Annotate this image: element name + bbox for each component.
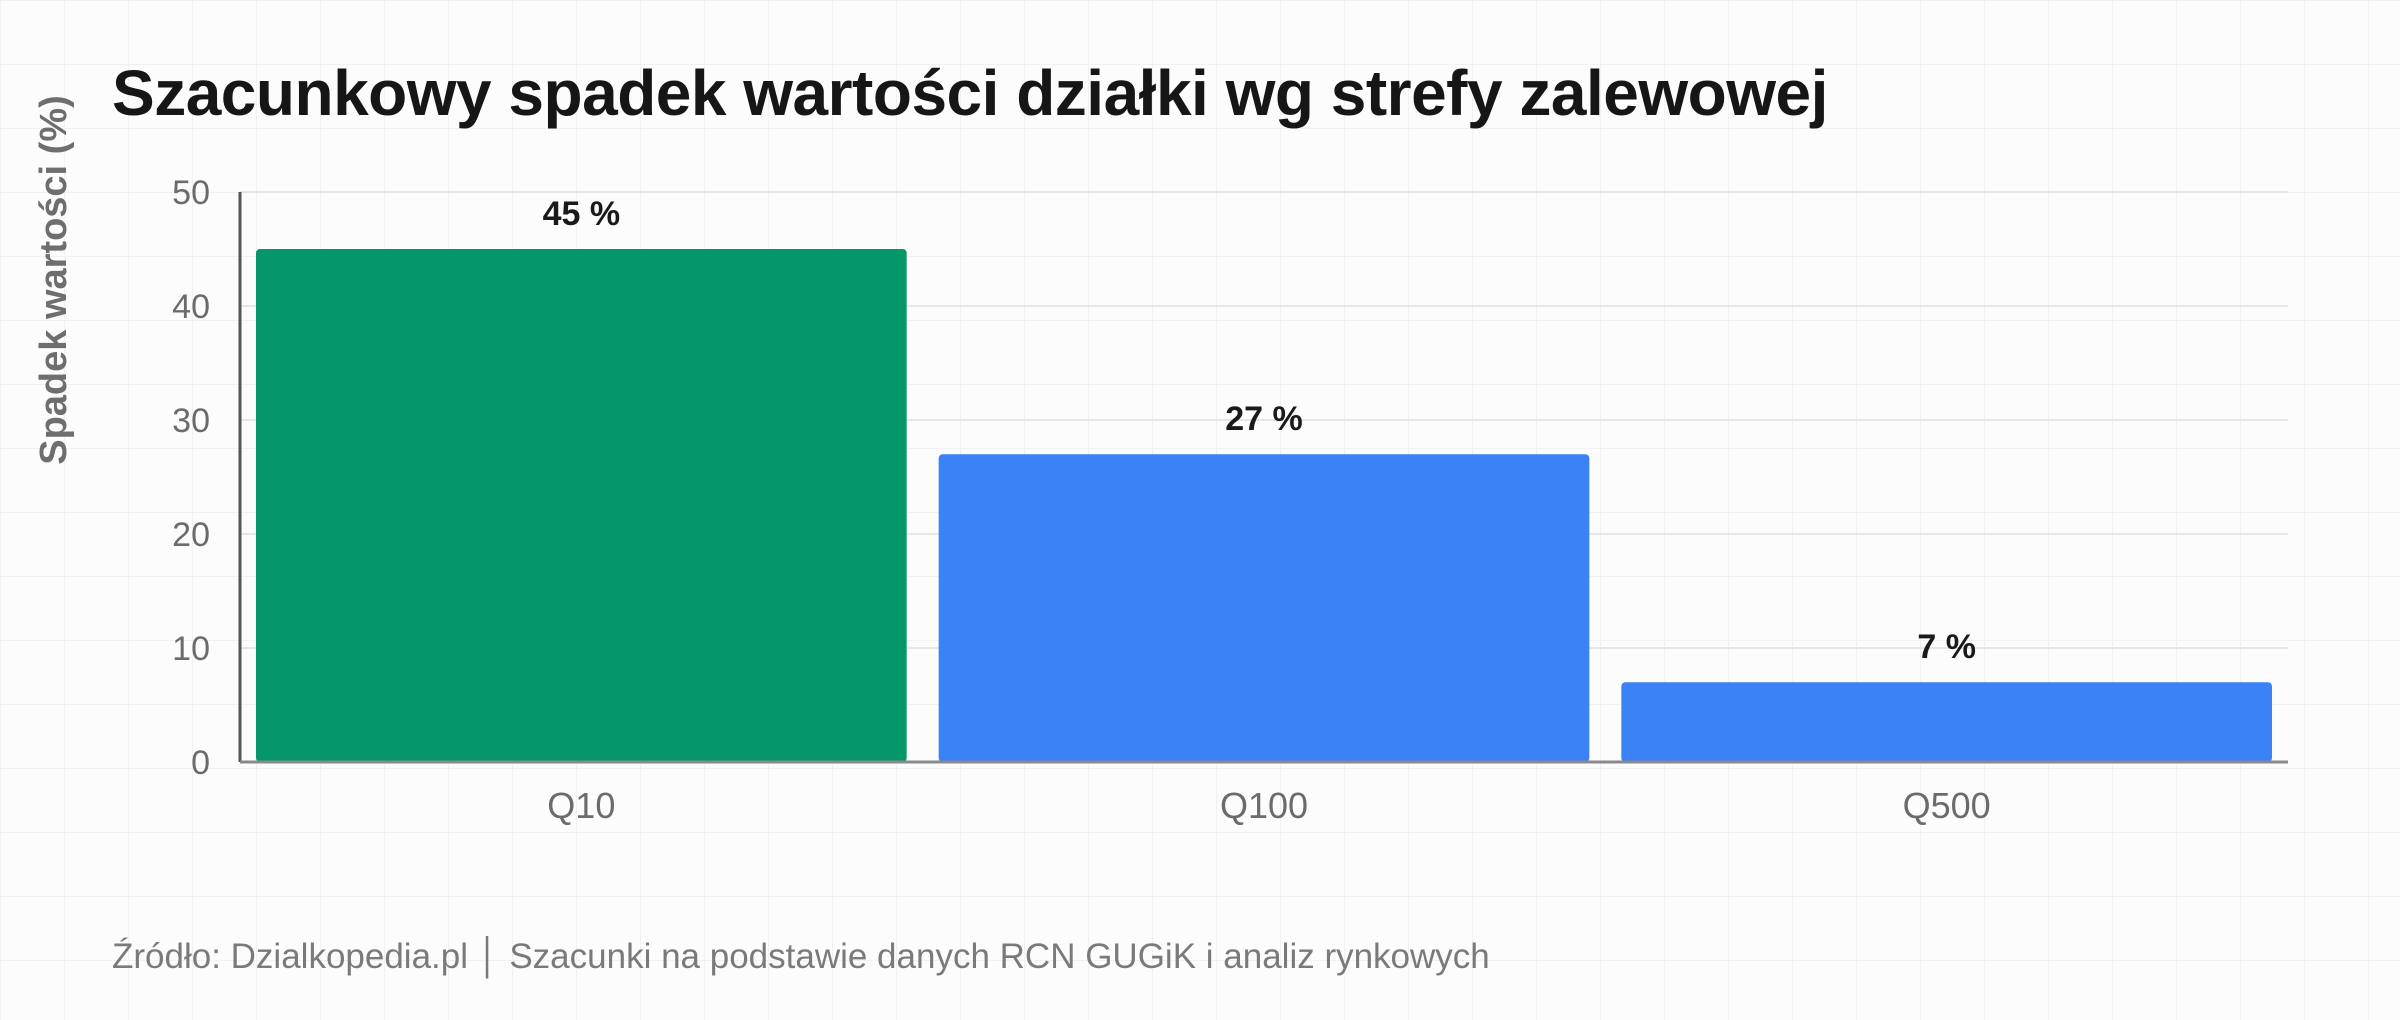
- axes: [238, 192, 2288, 764]
- data-label: 27 %: [1225, 400, 1303, 438]
- chart-title: Szacunkowy spadek wartości działki wg st…: [112, 57, 1828, 129]
- y-tick-label: 40: [172, 288, 210, 326]
- bars: [256, 249, 2272, 762]
- y-tick-label: 50: [172, 174, 210, 212]
- x-tick-label: Q500: [1903, 785, 1991, 826]
- x-tick-label: Q100: [1220, 785, 1308, 826]
- bar-q500: [1621, 682, 2272, 762]
- y-tick-label: 30: [172, 402, 210, 440]
- data-label: 7 %: [1917, 628, 1976, 666]
- x-tick-label: Q10: [547, 785, 615, 826]
- y-tick-label: 0: [191, 744, 210, 782]
- y-tick-label: 20: [172, 516, 210, 554]
- labels: 0 10 20 30 40 50 45 % Q10 27 % Q100 7 % Q500: [172, 174, 1991, 826]
- y-tick-label: 10: [172, 630, 210, 668]
- bar-q100: [938, 454, 1590, 762]
- bar-q10: [256, 249, 907, 762]
- source-note: Źródło: Dzialkopedia.pl │ Szacunki na po…: [112, 937, 1490, 976]
- data-label: 45 %: [543, 195, 621, 233]
- y-axis-label: Spadek wartości (%): [33, 95, 75, 465]
